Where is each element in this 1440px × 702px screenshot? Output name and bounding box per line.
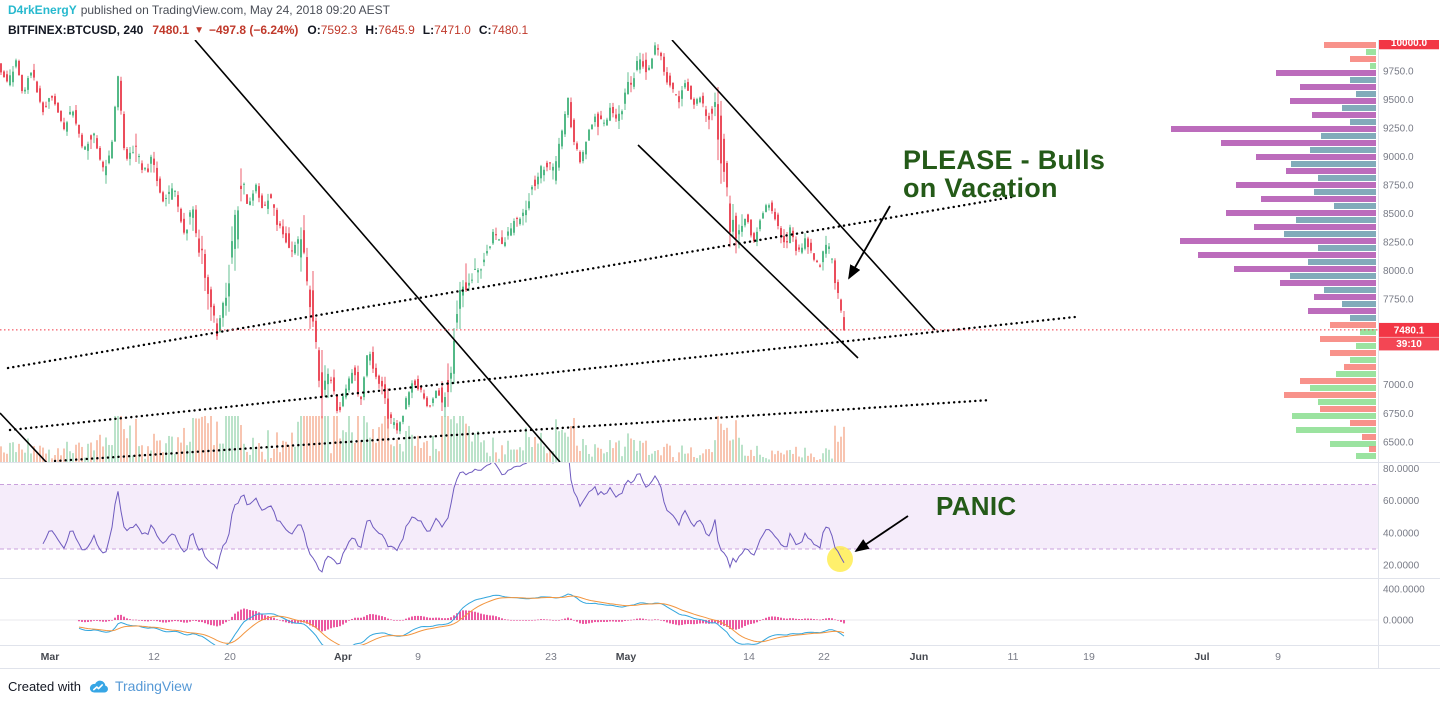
- chart-canvas[interactable]: 9750.0 9500.0 9250.0 9000.0 8750.0 8500.0 8250…: [0, 40, 1440, 668]
- rsi-line: [42, 463, 845, 573]
- time-tick-label: Apr: [334, 651, 352, 663]
- panic-annotation-text: PANIC: [936, 491, 1017, 521]
- time-tick-label: 22: [818, 651, 830, 663]
- down-triangle-icon: ▼: [194, 24, 204, 36]
- open-value: O:7592.3: [307, 23, 357, 37]
- close-value: C:7480.1: [479, 23, 528, 37]
- close-number: 7480.1: [491, 23, 529, 37]
- annotation-arrows[interactable]: [848, 205, 909, 553]
- created-with-text: Created with: [8, 678, 81, 694]
- panic-highlight-circle[interactable]: [827, 546, 853, 572]
- time-tick-label: 9: [415, 651, 421, 663]
- published-text: published on TradingView.com, May 24, 20…: [80, 3, 391, 17]
- time-tick-label: 9: [1275, 651, 1281, 663]
- high-label: H:: [365, 23, 379, 37]
- low-number: 7471.0: [434, 23, 471, 37]
- symbol-title: BITFINEX:BTCUSD, 240: [8, 23, 144, 37]
- price-tick-label: 9500.0: [1383, 95, 1414, 106]
- time-axis[interactable]: Mar 12 20 Apr 9 23 May 14 22 Jun 11 19 Jul 9: [41, 651, 1281, 663]
- svg-text:10000.0: 10000.0: [1391, 40, 1428, 49]
- low-label: L:: [422, 23, 435, 37]
- price-axis[interactable]: 9750.0 9500.0 9250.0 9000.0 8750.0 8500.0 8250…: [1379, 40, 1439, 627]
- rsi-tick-label: 20.0000: [1383, 561, 1420, 572]
- current-price-label: [1379, 322, 1439, 337]
- macd-signal-line: [78, 595, 845, 645]
- svg-text:39:10: 39:10: [1396, 339, 1422, 350]
- time-tick-label: May: [616, 651, 637, 663]
- panic-annotation[interactable]: PANIC: [936, 492, 1016, 520]
- attribution-bar: D4rkEnergY published on TradingView.com,…: [0, 0, 1440, 20]
- footer-bar: Created with TradingView: [0, 668, 1440, 702]
- high-value: H:7645.9: [365, 23, 414, 37]
- open-number: 7592.3: [320, 23, 358, 37]
- alert-price-label: [1379, 40, 1439, 50]
- bar-countdown-label: [1379, 337, 1439, 351]
- time-tick-label: Jul: [1194, 651, 1209, 663]
- price-tick-label: 8000.0: [1383, 266, 1414, 277]
- price-tick-label: 6500.0: [1383, 437, 1414, 448]
- candles: [0, 42, 845, 435]
- time-tick-label: 20: [224, 651, 236, 663]
- tradingview-logo-icon: [89, 680, 108, 693]
- chart-area[interactable]: 9750.0 9500.0 9250.0 9000.0 8750.0 8500.0 8250…: [0, 40, 1440, 668]
- rsi-tick-label: 80.0000: [1383, 464, 1420, 475]
- author-link[interactable]: D4rkEnergY: [8, 3, 77, 17]
- price-tick-label: 6750.0: [1383, 409, 1414, 420]
- open-label: O:: [307, 23, 321, 37]
- arrow: [854, 515, 909, 553]
- high-number: 7645.9: [378, 23, 415, 37]
- rsi-band: [0, 484, 1378, 549]
- time-tick-label: 19: [1083, 651, 1095, 663]
- bulls-annotation-line1: PLEASE - Bulls: [903, 145, 1106, 175]
- price-tick-label: 8250.0: [1383, 238, 1414, 249]
- low-value: L:7471.0: [423, 23, 471, 37]
- last-price: 7480.1: [152, 23, 190, 37]
- time-tick-label: 14: [743, 651, 755, 663]
- volume-bars: [0, 416, 845, 462]
- price-tick-label: 7750.0: [1383, 295, 1414, 306]
- rsi-tick-label: 60.0000: [1383, 496, 1420, 507]
- macd-line: [78, 593, 845, 645]
- symbol-bar: BITFINEX:BTCUSD, 240 7480.1 ▼ −497.8 (−6…: [0, 20, 1440, 40]
- rsi-tick-label: 40.0000: [1383, 528, 1420, 539]
- price-tick-label: 8750.0: [1383, 180, 1414, 191]
- time-tick-label: Mar: [41, 651, 60, 663]
- macd-panel: [78, 593, 845, 645]
- time-tick-label: 11: [1008, 651, 1019, 663]
- arrow: [848, 205, 891, 280]
- svg-text:7480.1: 7480.1: [1394, 325, 1425, 336]
- tradingview-link[interactable]: TradingView: [88, 678, 192, 695]
- close-label: C:: [478, 23, 492, 37]
- bulls-annotation[interactable]: PLEASE - Bulls on Vacation: [903, 146, 1105, 202]
- bulls-annotation-line2: on Vacation: [903, 173, 1058, 203]
- price-tick-label: 7000.0: [1383, 380, 1414, 391]
- macd-tick-label: 0.0000: [1383, 616, 1414, 627]
- price-tick-label: 8500.0: [1383, 209, 1414, 220]
- price-change-group: 7480.1 ▼ −497.8 (−6.24%): [152, 23, 298, 37]
- time-tick-label: 23: [545, 651, 557, 663]
- price-tick-label: 9750.0: [1383, 66, 1414, 77]
- price-tick-label: 9000.0: [1383, 152, 1414, 163]
- time-tick-label: 12: [148, 651, 160, 663]
- trendlines[interactable]: [0, 40, 1077, 464]
- brand-text: TradingView: [114, 678, 193, 694]
- ohlc-readout: O:7592.3 H:7645.9 L:7471.0 C:7480.1: [307, 23, 528, 37]
- volume-profile: [1171, 42, 1376, 459]
- macd-tick-label: 400.0000: [1383, 585, 1425, 596]
- change-value: −497.8 (−6.24%): [208, 23, 299, 37]
- time-tick-label: Jun: [910, 651, 929, 663]
- price-tick-label: 9250.0: [1383, 123, 1414, 134]
